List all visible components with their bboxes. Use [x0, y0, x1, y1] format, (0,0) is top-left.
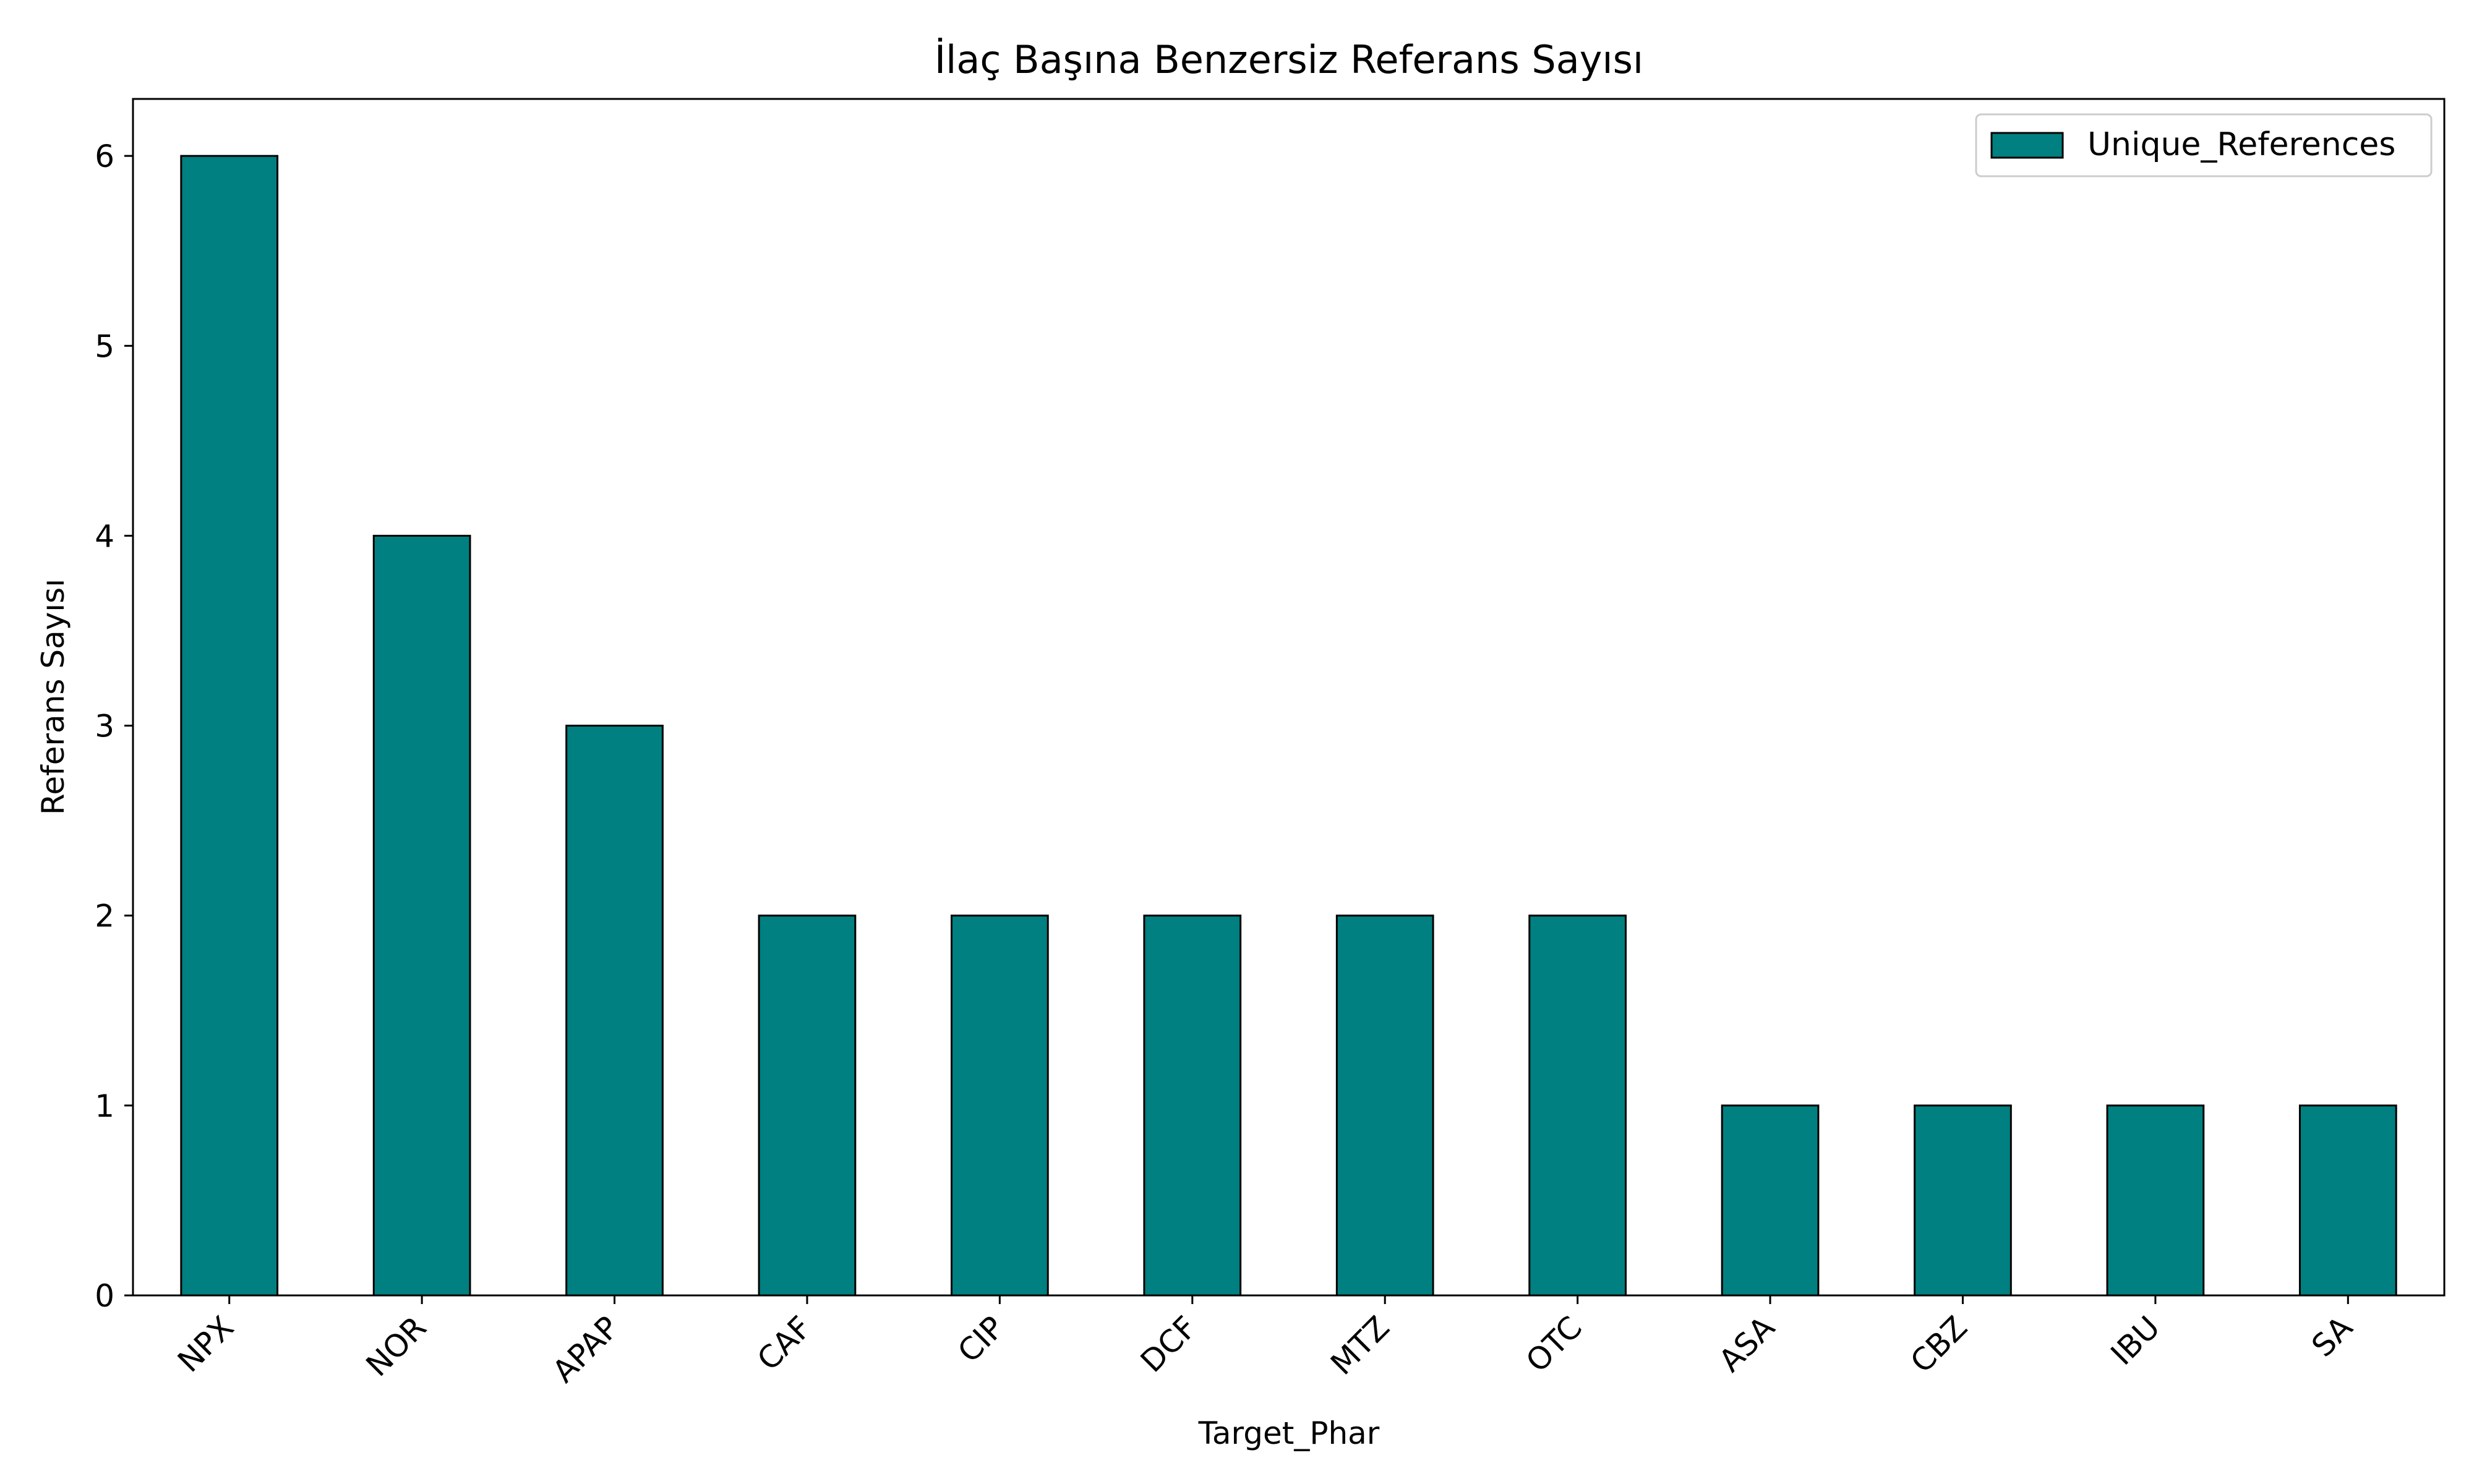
x-axis-label: Target_Phar [1198, 1415, 1380, 1451]
legend-label: Unique_References [2087, 126, 2395, 163]
y-tick-label: 1 [95, 1088, 114, 1124]
x-tick-label: DCF [1134, 1309, 1204, 1379]
x-axis-ticks: NPX NOR APAP CAF CIP DCF MTZ OTC ASA CBZ IBU SA [171, 1295, 2360, 1389]
bar-cip [951, 915, 1049, 1297]
y-tick-label: 5 [95, 328, 114, 364]
y-tick-label: 3 [95, 709, 114, 744]
y-tick-label: 2 [95, 898, 114, 934]
bar-asa [1721, 1104, 1820, 1297]
x-tick-label: CAF [750, 1309, 818, 1377]
legend-box [1975, 113, 2433, 177]
y-tick-label: 6 [95, 139, 114, 174]
x-tick-label: CIP [951, 1309, 1011, 1369]
bar-nor [372, 534, 471, 1297]
bar-mtz [1335, 915, 1434, 1297]
x-tick-label: MTZ [1324, 1309, 1396, 1381]
bar-caf [758, 915, 857, 1297]
x-tick-label: OTC [1519, 1309, 1589, 1379]
bar-apap [565, 725, 664, 1297]
plot-frame [132, 98, 2446, 1297]
legend-swatch [1990, 132, 2064, 159]
y-axis-ticks: 0 1 2 3 4 5 6 [95, 139, 133, 1314]
x-tick-label: ASA [1712, 1309, 1781, 1378]
bar-otc [1528, 915, 1627, 1297]
bar-npx [180, 155, 279, 1297]
y-tick-label: 4 [95, 518, 114, 554]
y-tick-label: 0 [95, 1278, 114, 1314]
bar-dcf [1143, 915, 1242, 1297]
legend: Unique_References [1975, 113, 2433, 177]
x-tick-label: IBU [2104, 1309, 2167, 1372]
chart-title: İlaç Başına Benzersiz Referans Sayısı [935, 37, 1643, 82]
bar-ibu [2106, 1104, 2205, 1297]
bar-cbz [1914, 1104, 2012, 1297]
x-tick-label: NPX [171, 1309, 241, 1379]
x-tick-label: CBZ [1904, 1309, 1974, 1380]
y-axis-label: Referans Sayısı [35, 579, 71, 815]
bar-sa [2298, 1104, 2397, 1297]
bars-layer [180, 155, 2397, 1297]
x-tick-label: SA [2305, 1309, 2359, 1363]
x-tick-label: APAP [546, 1309, 626, 1389]
x-tick-label: NOR [359, 1309, 434, 1383]
